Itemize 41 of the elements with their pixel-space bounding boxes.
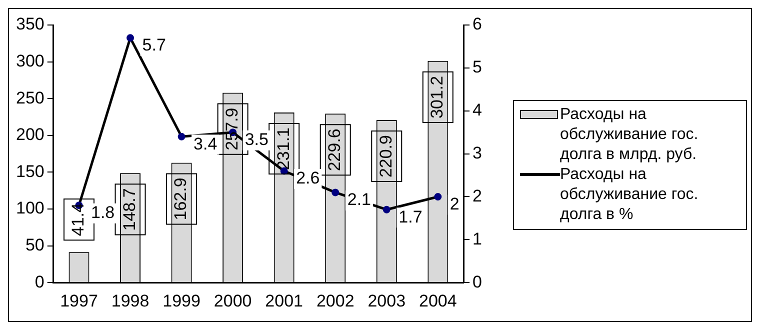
y2-tick-label: 4 [472,100,482,120]
data-label: 220.9 [376,135,396,178]
data-label: 1.7 [398,207,422,226]
y2-tick-label: 0 [472,272,482,292]
y-tick-label: 100 [16,198,44,218]
x-tick-label: 2001 [265,291,304,310]
y2-tick-label: 3 [472,143,482,162]
y2-tick-label: 2 [472,186,482,206]
data-label: 1.8 [91,203,115,222]
y-tick-label: 150 [16,162,44,181]
x-tick-label: 1998 [111,291,150,310]
y-tick-label: 350 [16,14,44,34]
x-tick-label: 1997 [60,291,98,310]
data-label: 3.5 [244,130,268,150]
legend-label: Расходы на обслуживание гос. долга в млрд. руб. [560,105,700,165]
data-label: 2 [450,194,460,214]
data-label: 5.7 [142,36,166,55]
data-label: 2.6 [296,168,320,188]
y2-tick-label: 6 [472,14,482,34]
x-tick-label: 2000 [214,291,252,310]
data-label: 301.2 [428,76,447,118]
y-tick-label: 250 [16,88,44,108]
data-label: 229.6 [325,128,344,172]
data-label: 162.9 [171,178,190,220]
x-tick-label: 1999 [162,291,200,310]
x-tick-label: 2003 [368,291,406,310]
y2-tick-label: 1 [472,229,482,248]
data-label: 148.7 [120,188,139,231]
data-label: 257.9 [222,108,242,150]
data-label: 3.4 [194,134,218,154]
y-tick-label: 50 [25,235,44,254]
x-tick-label: 2004 [418,291,457,310]
y2-tick-label: 5 [472,58,482,77]
data-label: 41.4 [68,203,88,236]
legend-label: Расходы на обслуживание гос. долга в % [560,165,700,225]
y-tick-label: 0 [34,272,44,292]
y-tick-label: 200 [16,125,44,144]
y-tick-label: 300 [16,51,44,70]
data-label: 231.1 [274,128,293,170]
x-tick-label: 2002 [316,291,354,310]
data-label: 2.1 [347,190,372,210]
